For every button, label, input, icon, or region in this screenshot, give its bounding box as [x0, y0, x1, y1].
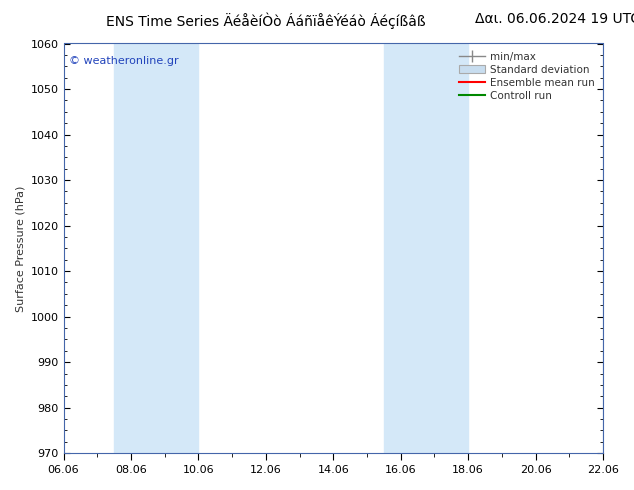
Bar	[114, 44, 181, 453]
Text: ENS Time Series ÄéåèíÒò ÁáñïåêÝéáò Áéçíßâß: ENS Time Series ÄéåèíÒò ÁáñïåêÝéáò Áéçíß…	[107, 12, 426, 29]
Bar	[603, 44, 620, 453]
Legend: min/max, Standard deviation, Ensemble mean run, Controll run: min/max, Standard deviation, Ensemble me…	[456, 49, 598, 104]
Text: © weatheronline.gr: © weatheronline.gr	[69, 56, 179, 66]
Y-axis label: Surface Pressure (hPa): Surface Pressure (hPa)	[15, 185, 25, 312]
Bar	[181, 44, 198, 453]
Bar	[451, 44, 468, 453]
Bar	[384, 44, 451, 453]
Text: Δαι. 06.06.2024 19 UTC: Δαι. 06.06.2024 19 UTC	[476, 12, 634, 26]
